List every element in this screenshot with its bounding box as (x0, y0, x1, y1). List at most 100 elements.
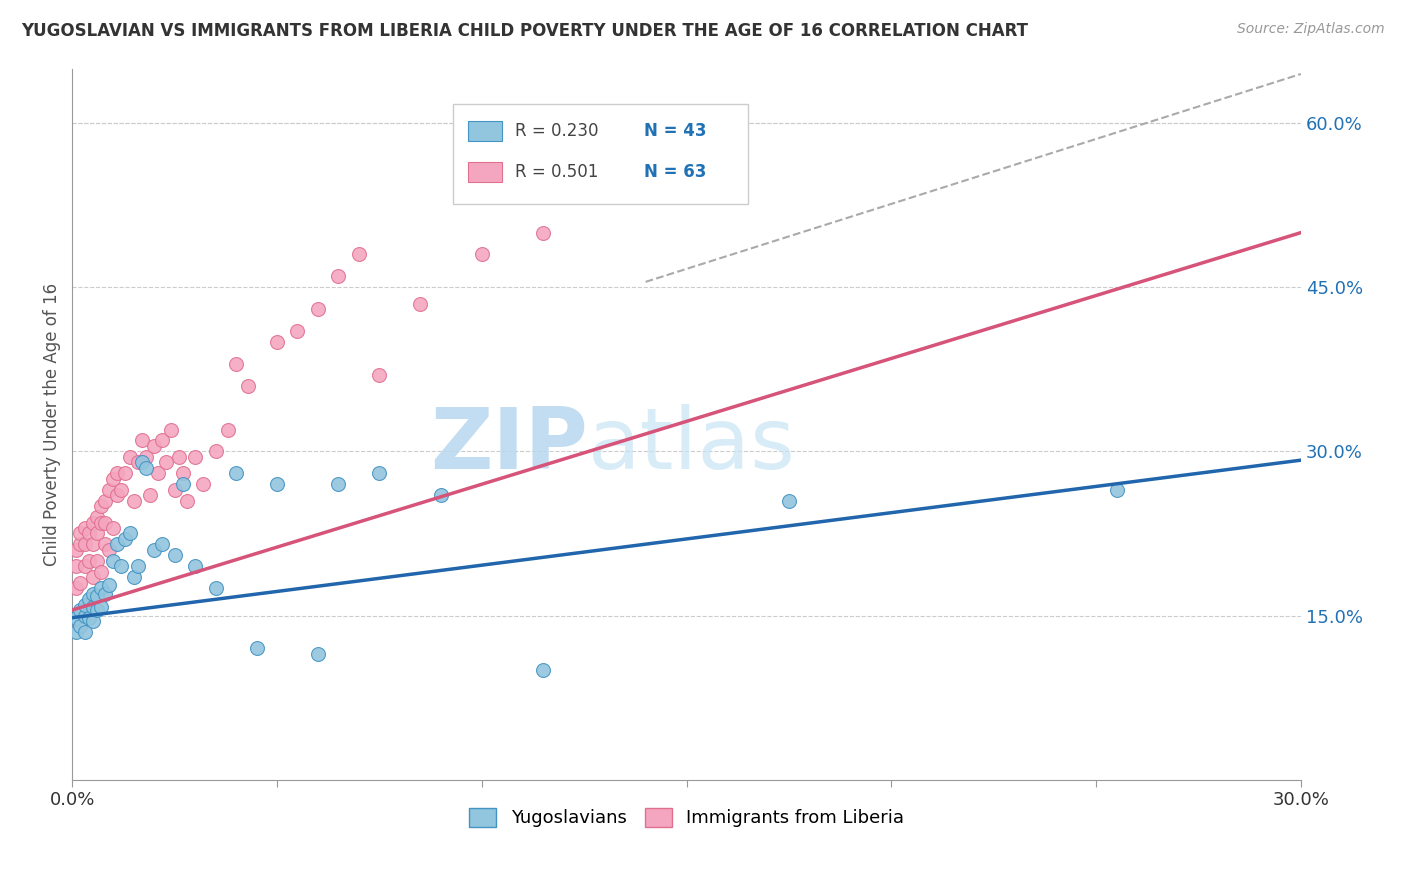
Point (90, 565, 112, 579)
Point (65, 610, 87, 624)
Point (69, 537, 91, 551)
Point (118, 526, 141, 541)
Bar (468, 121, 502, 141)
Point (238, 378, 260, 392)
Point (135, 460, 157, 475)
Point (307, 647, 329, 661)
Point (307, 302, 329, 317)
Point (65, 542, 87, 557)
Point (287, 324, 309, 338)
Point (65, 624, 87, 639)
Point (139, 488, 162, 502)
Point (135, 450, 157, 464)
Point (148, 467, 170, 481)
Point (184, 559, 207, 574)
Point (105, 488, 128, 502)
Point (90, 516, 112, 530)
Point (110, 483, 132, 497)
Point (86, 526, 108, 541)
Point (77, 526, 100, 541)
Point (167, 450, 190, 464)
Point (1105, 483, 1128, 497)
Point (77, 554, 100, 568)
Point (172, 467, 194, 481)
Text: R = 0.230: R = 0.230 (515, 122, 598, 140)
Text: N = 63: N = 63 (644, 162, 706, 180)
Point (127, 455, 149, 469)
Text: Source: ZipAtlas.com: Source: ZipAtlas.com (1237, 22, 1385, 37)
Point (531, 663, 554, 677)
Point (105, 467, 128, 481)
Text: N = 43: N = 43 (644, 122, 706, 140)
Point (69, 526, 91, 541)
Point (225, 357, 247, 371)
Point (82, 587, 104, 601)
Point (110, 559, 132, 574)
Point (163, 549, 186, 563)
Point (82, 537, 104, 551)
Point (245, 641, 267, 656)
Point (73, 624, 96, 639)
Point (98, 542, 121, 557)
Point (184, 450, 207, 464)
Point (69, 575, 91, 590)
Point (86, 589, 108, 603)
Point (531, 226, 554, 240)
Point (368, 467, 391, 481)
Text: R = 0.501: R = 0.501 (515, 162, 598, 180)
Point (127, 559, 149, 574)
Point (114, 467, 136, 481)
Text: atlas: atlas (588, 404, 796, 487)
Point (159, 423, 181, 437)
Point (266, 334, 288, 349)
Point (73, 537, 96, 551)
Point (77, 592, 100, 607)
Point (614, 182, 637, 196)
Point (73, 598, 96, 612)
Point (98, 578, 121, 592)
Point (266, 477, 288, 491)
Point (150, 434, 173, 448)
Point (105, 537, 128, 551)
Point (143, 542, 166, 557)
Point (103, 472, 125, 486)
Point (73, 521, 96, 535)
Point (82, 599, 104, 614)
Point (225, 467, 247, 481)
Point (122, 570, 145, 584)
Point (778, 493, 800, 508)
Point (94, 587, 117, 601)
Point (328, 477, 350, 491)
Point (368, 368, 391, 382)
Point (86, 603, 108, 617)
Point (204, 444, 226, 458)
Point (471, 247, 494, 261)
Point (172, 477, 194, 491)
Point (82, 516, 104, 530)
Point (86, 554, 108, 568)
Point (86, 510, 108, 524)
Point (430, 488, 453, 502)
Bar (468, 161, 502, 182)
Point (94, 516, 117, 530)
Point (94, 537, 117, 551)
Point (73, 559, 96, 574)
Point (696, 177, 718, 191)
Point (204, 581, 226, 595)
Point (409, 297, 432, 311)
Point (90, 581, 112, 595)
Point (69, 619, 91, 633)
Point (65, 559, 87, 574)
FancyBboxPatch shape (453, 104, 748, 203)
Y-axis label: Child Poverty Under the Age of 16: Child Poverty Under the Age of 16 (44, 283, 60, 566)
Point (82, 614, 104, 628)
Point (131, 434, 153, 448)
Point (103, 554, 125, 568)
Point (122, 493, 145, 508)
Point (65, 581, 87, 595)
Point (90, 599, 112, 614)
Point (193, 477, 215, 491)
Point (73, 608, 96, 623)
Point (143, 439, 166, 453)
Legend: Yugoslavians, Immigrants from Liberia: Yugoslavians, Immigrants from Liberia (461, 801, 911, 835)
